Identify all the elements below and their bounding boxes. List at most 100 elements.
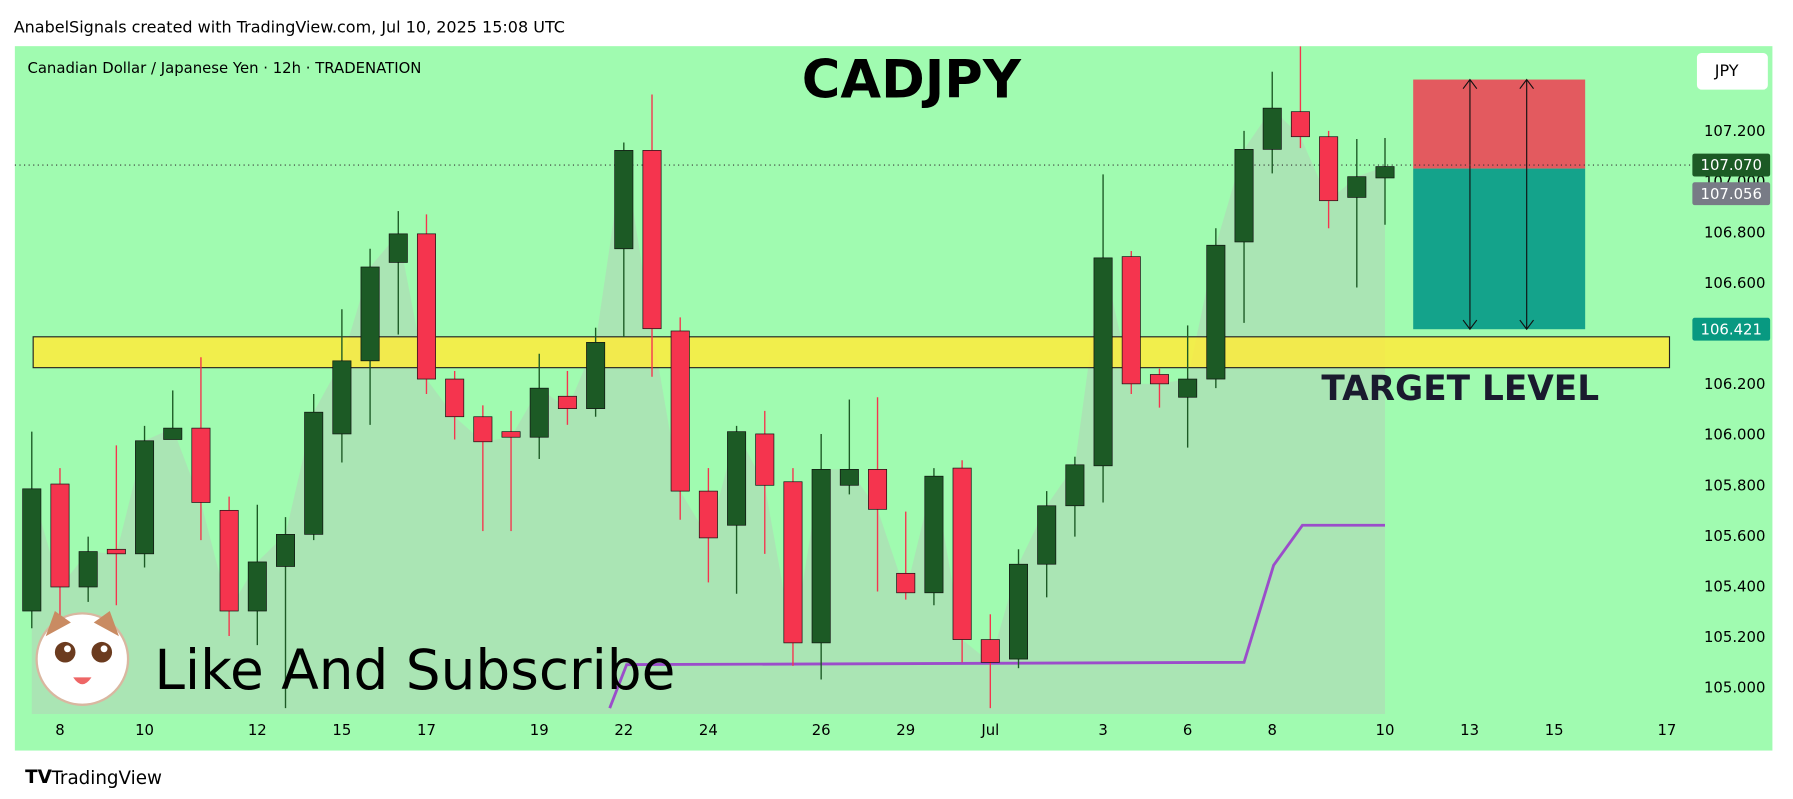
x-tick-label: 6 bbox=[1183, 721, 1192, 739]
candle-body bbox=[1037, 505, 1057, 565]
arrow-head bbox=[1519, 78, 1535, 331]
currency-box bbox=[1696, 53, 1768, 90]
currency: JPY bbox=[1714, 61, 1739, 80]
candle-body bbox=[247, 561, 267, 612]
candle-body bbox=[1206, 244, 1226, 380]
price-label: 106.421 bbox=[1701, 320, 1762, 338]
candle-body bbox=[1093, 257, 1113, 467]
candle-body bbox=[1347, 176, 1367, 198]
arrow-head bbox=[1462, 78, 1478, 331]
y-tick-label: 105.800 bbox=[1704, 476, 1765, 494]
candle-body bbox=[191, 427, 211, 503]
price-label: 107.070 bbox=[1701, 156, 1762, 174]
x-tick-label: 12 bbox=[248, 721, 267, 739]
target-zone bbox=[32, 336, 1671, 369]
candle-body bbox=[811, 469, 831, 644]
stop-box bbox=[1413, 79, 1586, 169]
x-tick-label: 26 bbox=[812, 721, 831, 739]
candle-body bbox=[135, 440, 155, 555]
price-label-box bbox=[1692, 153, 1771, 177]
candle-body bbox=[1121, 256, 1141, 385]
x-tick-label: 13 bbox=[1460, 721, 1479, 739]
price-label-box bbox=[1692, 317, 1771, 341]
x-tick-label: 29 bbox=[896, 721, 915, 739]
candle-body bbox=[586, 342, 606, 409]
candle-body bbox=[50, 483, 70, 588]
candle-body bbox=[698, 490, 718, 539]
candle-body bbox=[980, 639, 1000, 663]
candle-body bbox=[501, 431, 521, 438]
target-box bbox=[1413, 168, 1586, 330]
candle-body bbox=[445, 378, 465, 418]
y-tick-label: 107.200 bbox=[1704, 122, 1765, 140]
x-tick-label: 3 bbox=[1098, 721, 1107, 739]
y-tick-label: 105.400 bbox=[1704, 577, 1765, 595]
y-tick-label: 106.800 bbox=[1704, 223, 1765, 241]
price-label: 107.056 bbox=[1701, 185, 1762, 203]
candle-body bbox=[614, 150, 634, 250]
candle-body bbox=[1234, 149, 1254, 243]
y-tick-label: 106.200 bbox=[1704, 375, 1765, 393]
x-tick-label: Jul bbox=[980, 721, 999, 739]
x-tick-label: 8 bbox=[55, 721, 64, 739]
header: AnabelSignals created with TradingView.c… bbox=[14, 17, 565, 36]
candle-body bbox=[332, 360, 352, 435]
cat-icon bbox=[35, 611, 130, 706]
price-label-box bbox=[1692, 182, 1771, 206]
zone-label: TARGET LEVEL bbox=[1321, 369, 1599, 409]
footer: TradingView bbox=[50, 768, 162, 789]
y-tick-label: 106.000 bbox=[1704, 426, 1765, 444]
y-tick-label: 106.600 bbox=[1704, 274, 1765, 292]
x-tick-label: 19 bbox=[530, 721, 549, 739]
x-tick-label: 22 bbox=[614, 721, 633, 739]
candle-body bbox=[670, 330, 690, 492]
candle-body bbox=[1009, 563, 1028, 660]
candle-body bbox=[642, 150, 662, 330]
candle-body bbox=[1065, 464, 1085, 507]
x-tick-label: 10 bbox=[135, 721, 154, 739]
candle-body bbox=[755, 433, 775, 486]
x-tick-label: 24 bbox=[699, 721, 718, 739]
candle-body bbox=[22, 488, 42, 612]
candle-body bbox=[1319, 136, 1339, 202]
title: CADJPY bbox=[802, 49, 1022, 110]
candle-body bbox=[924, 475, 944, 594]
y-tick-label: 105.000 bbox=[1704, 679, 1765, 697]
candle-body bbox=[1375, 166, 1395, 179]
candle-body bbox=[360, 266, 380, 362]
annotation: Like And Subscribe bbox=[154, 638, 675, 702]
candle-body bbox=[783, 481, 803, 644]
candle-body bbox=[106, 548, 126, 555]
candle-body bbox=[727, 431, 747, 526]
x-tick-label: 17 bbox=[1657, 721, 1676, 739]
x-tick-label: 15 bbox=[1545, 721, 1564, 739]
tv-logo: TV bbox=[25, 767, 52, 788]
candle-body bbox=[78, 551, 98, 588]
candle-body bbox=[839, 469, 859, 486]
x-tick-label: 8 bbox=[1267, 721, 1276, 739]
x-tick-label: 17 bbox=[417, 721, 436, 739]
candle-body bbox=[896, 572, 916, 594]
candle-body bbox=[304, 411, 324, 535]
candle-body bbox=[388, 233, 408, 263]
subtitle: Canadian Dollar / Japanese Yen · 12h · T… bbox=[27, 59, 421, 77]
candle-body bbox=[416, 233, 436, 380]
candle-body bbox=[473, 416, 493, 443]
y-tick-label: 105.600 bbox=[1704, 527, 1765, 545]
candle-body bbox=[163, 427, 183, 440]
candle-body bbox=[1178, 378, 1198, 398]
candle-body bbox=[276, 534, 296, 567]
y-tick-label: 105.200 bbox=[1704, 628, 1765, 646]
candle-body bbox=[952, 467, 972, 640]
candle-body bbox=[1149, 374, 1169, 385]
candle-body bbox=[219, 509, 239, 612]
indicator-line bbox=[608, 523, 1386, 709]
candle-body bbox=[557, 395, 577, 409]
candle-body bbox=[1290, 111, 1310, 138]
candle-body bbox=[1262, 107, 1282, 150]
candle-body bbox=[529, 387, 549, 438]
candle-body bbox=[868, 469, 888, 510]
x-tick-label: 10 bbox=[1376, 721, 1395, 739]
